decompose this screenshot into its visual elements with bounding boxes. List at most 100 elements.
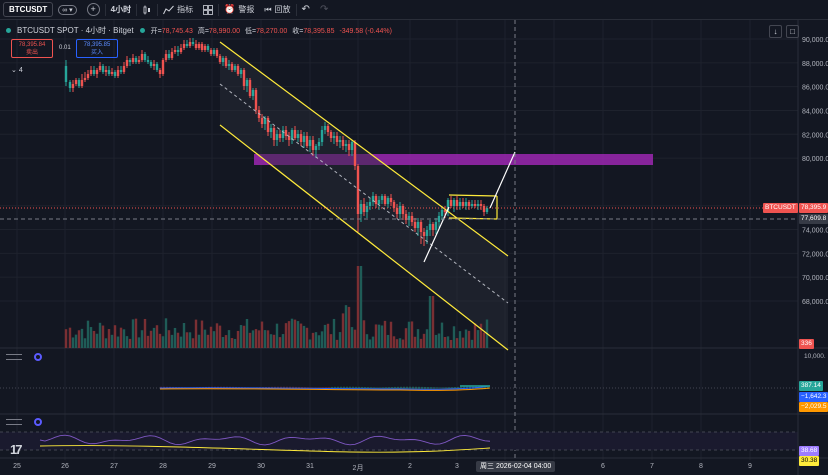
candle-body: [299, 134, 303, 142]
candle-body: [74, 80, 78, 84]
rsi-value-2: 30.38: [799, 456, 820, 466]
volume-bar: [173, 327, 177, 348]
time-axis-label: 7: [650, 463, 654, 470]
volume-bar: [140, 330, 144, 348]
macd-settings-icon[interactable]: [34, 353, 42, 361]
volume-bar: [113, 325, 117, 348]
candle-body: [368, 202, 372, 206]
chart-legend: BTCUSDT SPOT · 4小时 · Bitget 开=78,745.43 …: [6, 25, 395, 36]
volume-bar: [464, 329, 468, 348]
volume-bar: [305, 327, 309, 348]
channel-fill: [220, 42, 508, 350]
pane-resize-handle[interactable]: [6, 354, 22, 360]
compare-button[interactable]: ∞ ▾: [53, 0, 81, 20]
rsi-band: [0, 432, 798, 450]
interval-button[interactable]: 4小时: [106, 0, 136, 20]
price-axis-label: 80,000.0: [802, 156, 828, 163]
candle-body: [101, 66, 105, 72]
volume-bar: [128, 338, 132, 348]
signal-line: [159, 387, 491, 391]
chevron-down-icon: ⌄: [11, 67, 17, 74]
volume-bar: [446, 336, 450, 348]
candle-body: [146, 60, 150, 62]
current-price-tag: 78,395.9: [799, 203, 828, 213]
candle-body: [170, 52, 174, 58]
candle-body: [326, 126, 330, 132]
candle-body: [80, 80, 84, 86]
candle-body: [338, 140, 342, 142]
sell-price: 78,395.84: [18, 42, 46, 48]
indicators-button[interactable]: 指标: [158, 0, 198, 20]
volume-bar: [281, 334, 285, 348]
candle-body: [83, 78, 87, 80]
sell-label: 卖出: [25, 50, 38, 56]
candle-body: [455, 200, 459, 206]
candle-body: [128, 60, 132, 62]
market-open-icon: [6, 28, 11, 33]
candle-body: [470, 204, 474, 206]
add-symbol-button[interactable]: +: [82, 0, 105, 20]
candle-body: [425, 230, 429, 236]
candle-body: [149, 62, 153, 66]
alert-button[interactable]: ⏰ 警报: [219, 0, 259, 20]
volume-bar: [206, 334, 210, 348]
candle-body: [86, 74, 90, 78]
volume-bar: [293, 319, 297, 348]
volume-bar: [149, 330, 153, 348]
volume-bar: [143, 318, 147, 348]
download-button[interactable]: ↓: [769, 25, 782, 38]
price-axis-label: 70,000.0: [802, 275, 828, 282]
candle-body: [164, 54, 168, 60]
candle-body: [191, 42, 195, 44]
pane-resize-handle[interactable]: [6, 419, 22, 425]
layout-button[interactable]: [198, 0, 218, 20]
macd-histogram-bar: [373, 387, 375, 389]
macd-histogram-bar: [415, 386, 417, 390]
indicator-count: 4: [18, 67, 23, 74]
macd-histogram-bar: [460, 386, 462, 390]
candle-body: [404, 214, 408, 220]
macd-histogram-bar: [340, 386, 342, 390]
volume-bar: [260, 321, 264, 348]
replay-button[interactable]: ⏮ 回放: [259, 0, 295, 20]
low-value: 78,270.00: [256, 27, 288, 35]
macd-histogram-bar: [442, 387, 444, 389]
volume-bar: [371, 336, 375, 348]
sell-button[interactable]: 78,395.84 卖出: [11, 39, 53, 58]
volume-bar: [191, 338, 195, 348]
collapse-legend-button[interactable]: ⌄ 4: [11, 66, 23, 74]
volume-bar: [266, 330, 270, 348]
candle-body: [95, 70, 99, 74]
volume-bar: [227, 330, 231, 348]
candle-body: [308, 140, 312, 146]
candle-body: [335, 136, 339, 142]
volume-bar: [71, 337, 75, 348]
replay-label: 回放: [274, 5, 291, 14]
chart-type-button[interactable]: [137, 0, 157, 20]
undo-button[interactable]: ↶: [297, 0, 315, 20]
volume-bar: [398, 338, 402, 348]
maximize-button[interactable]: □: [786, 25, 799, 38]
time-axis-label: 25: [13, 463, 21, 470]
volume-bar: [458, 331, 462, 348]
volume-bar: [314, 332, 318, 348]
macd-histogram-bar: [355, 386, 357, 390]
macd-value-1: 387.14: [799, 381, 823, 391]
volume-bar: [197, 334, 201, 348]
rsi-settings-icon[interactable]: [34, 418, 42, 426]
candle-body: [167, 54, 171, 58]
volume-bar: [179, 336, 183, 348]
candle-body: [233, 66, 237, 70]
buy-button[interactable]: 78,395.85 买入: [76, 39, 118, 58]
macd-histogram-bar: [349, 386, 351, 390]
time-axis-label: 6: [601, 463, 605, 470]
flag-pole-line: [423, 206, 450, 263]
macd-histogram-bar: [394, 386, 396, 390]
symbol-search-button[interactable]: BTCUSDT: [3, 2, 54, 17]
candle-body: [131, 58, 135, 62]
volume-bar: [476, 330, 480, 348]
volume-bar: [479, 323, 483, 348]
macd-histogram-bar: [361, 386, 363, 390]
redo-button[interactable]: ↷: [315, 0, 333, 20]
